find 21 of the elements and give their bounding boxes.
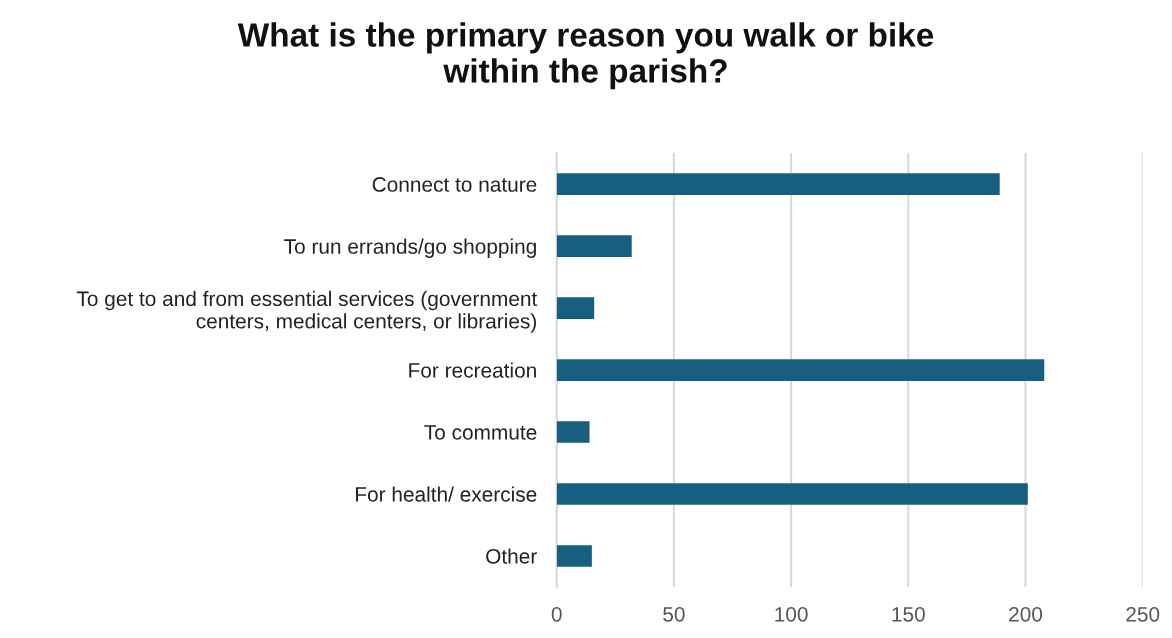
bar bbox=[556, 235, 632, 257]
y-tick-label: For health/ exercise bbox=[356, 486, 537, 502]
bar bbox=[556, 545, 592, 567]
y-tick-label: Other bbox=[486, 548, 537, 564]
bar bbox=[556, 297, 595, 319]
y-tick-label: For recreation bbox=[409, 362, 536, 378]
x-tick-label: 100 bbox=[775, 606, 808, 622]
bar bbox=[556, 483, 1028, 505]
x-tick-label: 250 bbox=[1126, 606, 1160, 622]
y-tick-label: To get to and from essential services (government centers, medical centers, or libraries) bbox=[76, 290, 538, 333]
y-tick-label: To run errands/go shopping bbox=[284, 238, 536, 258]
bar bbox=[556, 173, 1000, 195]
y-tick-label: To commute bbox=[424, 425, 537, 440]
x-tick-label: 50 bbox=[663, 606, 685, 622]
chart-title: What is the primary reason you walk or bike within the parish? bbox=[237, 22, 934, 90]
x-tick-label: 0 bbox=[551, 606, 562, 622]
bar bbox=[556, 359, 1045, 381]
bar bbox=[556, 421, 590, 443]
x-tick-label: 150 bbox=[892, 606, 925, 622]
x-tick-label: 200 bbox=[1009, 606, 1043, 622]
y-tick-label: Connect to nature bbox=[372, 177, 537, 192]
